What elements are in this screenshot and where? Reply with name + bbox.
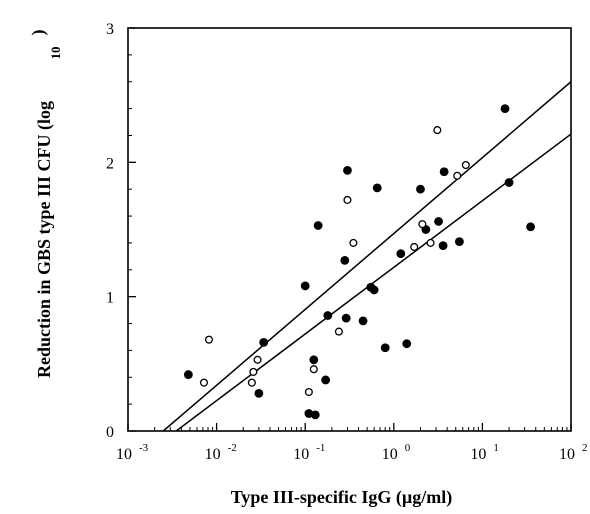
data-point-open bbox=[410, 242, 419, 252]
data-point-filled bbox=[259, 337, 269, 347]
y-tick-label: 1 bbox=[106, 290, 114, 307]
data-point-open bbox=[253, 355, 262, 364]
y-tick-label: 0 bbox=[106, 424, 114, 441]
data-point-open bbox=[426, 238, 435, 247]
data-point-filled bbox=[313, 221, 323, 230]
fit-line bbox=[162, 81, 571, 431]
x-tick-exponent: 0 bbox=[405, 442, 411, 454]
data-point-open bbox=[433, 126, 442, 135]
data-point-filled bbox=[500, 104, 510, 113]
y-axis-title-subscript: 10 bbox=[48, 47, 63, 60]
data-point-filled bbox=[504, 178, 514, 187]
fit-line bbox=[175, 133, 571, 431]
data-point-open bbox=[349, 238, 358, 247]
data-point-open bbox=[309, 365, 318, 374]
x-tick-label: 10 bbox=[470, 446, 486, 463]
data-point-open bbox=[247, 378, 256, 387]
data-point-filled bbox=[434, 217, 443, 226]
data-point-open bbox=[334, 327, 343, 336]
x-tick-label: 10 bbox=[205, 446, 221, 463]
data-point-filled bbox=[183, 370, 193, 379]
data-point-filled bbox=[416, 184, 425, 194]
y-axis-title: Reduction in GBS type III CFU (log 10) bbox=[28, 30, 63, 379]
data-point-filled bbox=[526, 222, 536, 232]
x-tick-exponent: -1 bbox=[316, 442, 325, 454]
y-axis-title-close: ) bbox=[28, 30, 49, 36]
x-tick-exponent: -3 bbox=[139, 442, 149, 454]
x-tick-label: 10 bbox=[116, 446, 132, 463]
data-point-filled bbox=[439, 167, 449, 177]
data-point-open bbox=[249, 367, 258, 376]
plot-frame bbox=[127, 27, 572, 432]
y-tick-label: 3 bbox=[106, 21, 114, 38]
x-tick-label: 10 bbox=[559, 446, 575, 463]
y-axis-title-main: Reduction in GBS type III CFU (log bbox=[34, 101, 55, 378]
data-point-filled bbox=[372, 183, 382, 193]
data-point-open bbox=[343, 195, 352, 204]
y-tick-label: 2 bbox=[106, 155, 114, 172]
data-point-filled bbox=[309, 355, 319, 365]
data-point-filled bbox=[341, 313, 351, 323]
x-tick-label: 10 bbox=[293, 446, 309, 463]
data-point-filled bbox=[254, 388, 264, 398]
data-point-filled bbox=[358, 316, 368, 326]
data-point-filled bbox=[321, 375, 331, 385]
data-point-filled bbox=[396, 249, 406, 259]
data-point-filled bbox=[300, 281, 310, 291]
data-point-open bbox=[204, 335, 214, 344]
data-point-open bbox=[304, 387, 313, 397]
x-tick-label: 10 bbox=[382, 446, 398, 463]
data-point-open bbox=[453, 171, 462, 180]
data-point-filled bbox=[369, 285, 379, 295]
data-point-filled bbox=[343, 165, 352, 175]
plot-area bbox=[127, 27, 572, 432]
x-tick-exponent: 2 bbox=[582, 442, 588, 454]
data-point-filled bbox=[340, 255, 350, 265]
data-point-filled bbox=[402, 339, 412, 349]
fit-lines bbox=[162, 81, 571, 431]
data-point-open bbox=[199, 378, 209, 387]
x-tick-exponent: -2 bbox=[228, 442, 237, 454]
chart-marks bbox=[162, 81, 571, 431]
data-point-filled bbox=[323, 311, 333, 320]
x-axis-title: Type III-specific IgG (µg/ml) bbox=[231, 487, 453, 508]
data-point-filled bbox=[310, 410, 320, 420]
data-point-filled bbox=[454, 237, 464, 246]
data-point-open bbox=[461, 160, 470, 170]
data-point-filled bbox=[438, 241, 448, 251]
data-point-filled bbox=[380, 343, 390, 353]
data-point-open bbox=[418, 220, 427, 229]
x-tick-exponent: 1 bbox=[493, 442, 499, 454]
